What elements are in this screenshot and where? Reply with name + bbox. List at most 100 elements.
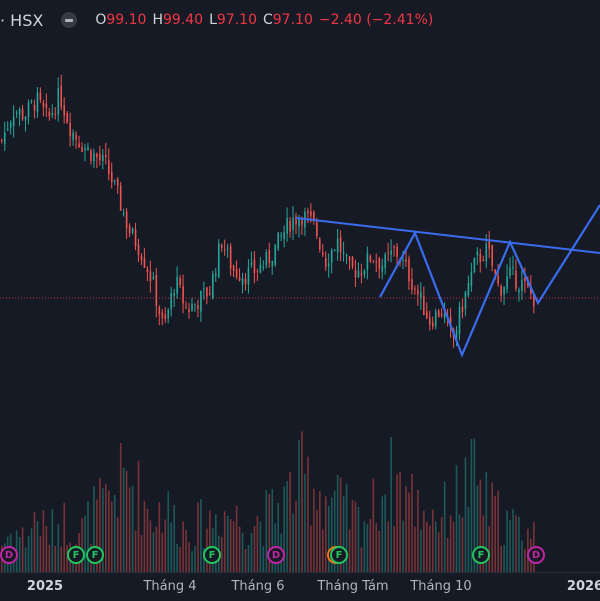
candle-body [96,153,98,158]
candle-body [280,235,282,237]
financials-marker[interactable]: F [203,546,221,564]
volume-bar [259,521,262,572]
volume-bar [96,499,98,572]
candle-body [491,244,494,266]
volume-bar [521,540,523,572]
symbol-name[interactable]: · HSX [0,10,44,30]
candle-body [137,244,140,256]
volume-bar [357,506,360,572]
candle-body [256,270,259,272]
candle-body [209,293,211,295]
candle-body [342,252,345,254]
candle-body [485,243,488,262]
financials-marker[interactable]: F [330,546,348,564]
candle-body [405,259,407,262]
candle-body [348,256,351,261]
volume-bar [244,549,247,572]
candle-body [411,279,413,290]
candle-body [30,100,33,102]
candle-body [229,246,232,269]
volume-bar [152,532,155,572]
volume-bar [316,509,318,572]
candle-body [461,306,464,313]
candle-body [521,280,523,291]
candle-body [179,277,181,286]
volume-bar [170,522,173,572]
candle-body [336,238,339,253]
volume-bar [292,513,294,572]
candle-body [12,116,15,126]
volume-bar [134,530,137,572]
volume-bar [161,532,164,572]
volume-bar [333,490,336,572]
change-value: −2.40 (−2.41%) [318,12,434,28]
financials-marker[interactable]: F [86,546,104,564]
volume-bar [200,499,202,572]
candle-body [292,217,294,230]
candle-body [45,103,48,109]
candle-body [78,143,80,148]
financials-marker[interactable]: F [472,546,490,564]
candle-body [110,171,113,183]
financials-marker[interactable]: F [67,546,85,564]
volume-bar [458,514,461,572]
candle-body [316,222,318,237]
candle-body [381,265,384,272]
candle-body [235,268,238,277]
volume-bar [327,505,330,572]
dividend-marker[interactable]: D [267,546,285,564]
candle-body [307,211,309,214]
collapse-icon[interactable] [61,12,78,28]
candle-body [93,153,95,162]
volume-bar [197,502,199,572]
candle-body [497,275,499,284]
candle-body [220,244,223,248]
candle-body [90,150,92,161]
candle-body [494,269,496,274]
candle-body [253,259,256,274]
volume-bar [158,502,161,572]
time-axis[interactable]: 2025 Tháng 4 Tháng 6 Tháng Tám Tháng 10 … [0,572,600,601]
candles [1,74,535,348]
candle-body [81,147,83,153]
volume-bar [369,518,372,572]
volume-bar [497,490,499,572]
candle-body [313,211,315,220]
volume-bar [485,471,488,572]
volume-bar [426,521,428,572]
x-label: 2026 [566,579,600,594]
candle-body [140,255,143,261]
candle-body [464,291,467,309]
low-value: 97.10 [216,12,257,28]
dividend-marker[interactable]: D [0,546,18,564]
candle-body [99,153,101,161]
candle-body [515,270,517,289]
close-label: C [262,12,273,28]
volume-bar [179,547,181,572]
volume-bar [220,536,223,572]
volume-bar [479,479,482,572]
x-label: 2025 [26,579,64,594]
candle-body [223,249,226,251]
volume-bar [241,532,244,572]
volume-bar [54,545,57,572]
candle-body [51,113,54,115]
candle-body [232,265,235,272]
candle-body [39,92,42,100]
volume-bar [461,517,464,572]
candle-body [268,250,271,264]
price-chart[interactable] [0,0,600,572]
candle-body [286,218,288,234]
candle-body [131,228,134,233]
candle-body [125,211,128,229]
dividend-marker[interactable]: D [527,546,545,564]
volume-bar [87,501,89,572]
candle-body [185,306,187,308]
pattern-drawing [379,204,600,358]
volume-bar [482,515,485,572]
candle-body [473,258,476,273]
volume-bar [42,510,45,572]
candle-body [470,271,473,287]
candle-body [295,216,297,225]
volume-bar [48,544,51,572]
